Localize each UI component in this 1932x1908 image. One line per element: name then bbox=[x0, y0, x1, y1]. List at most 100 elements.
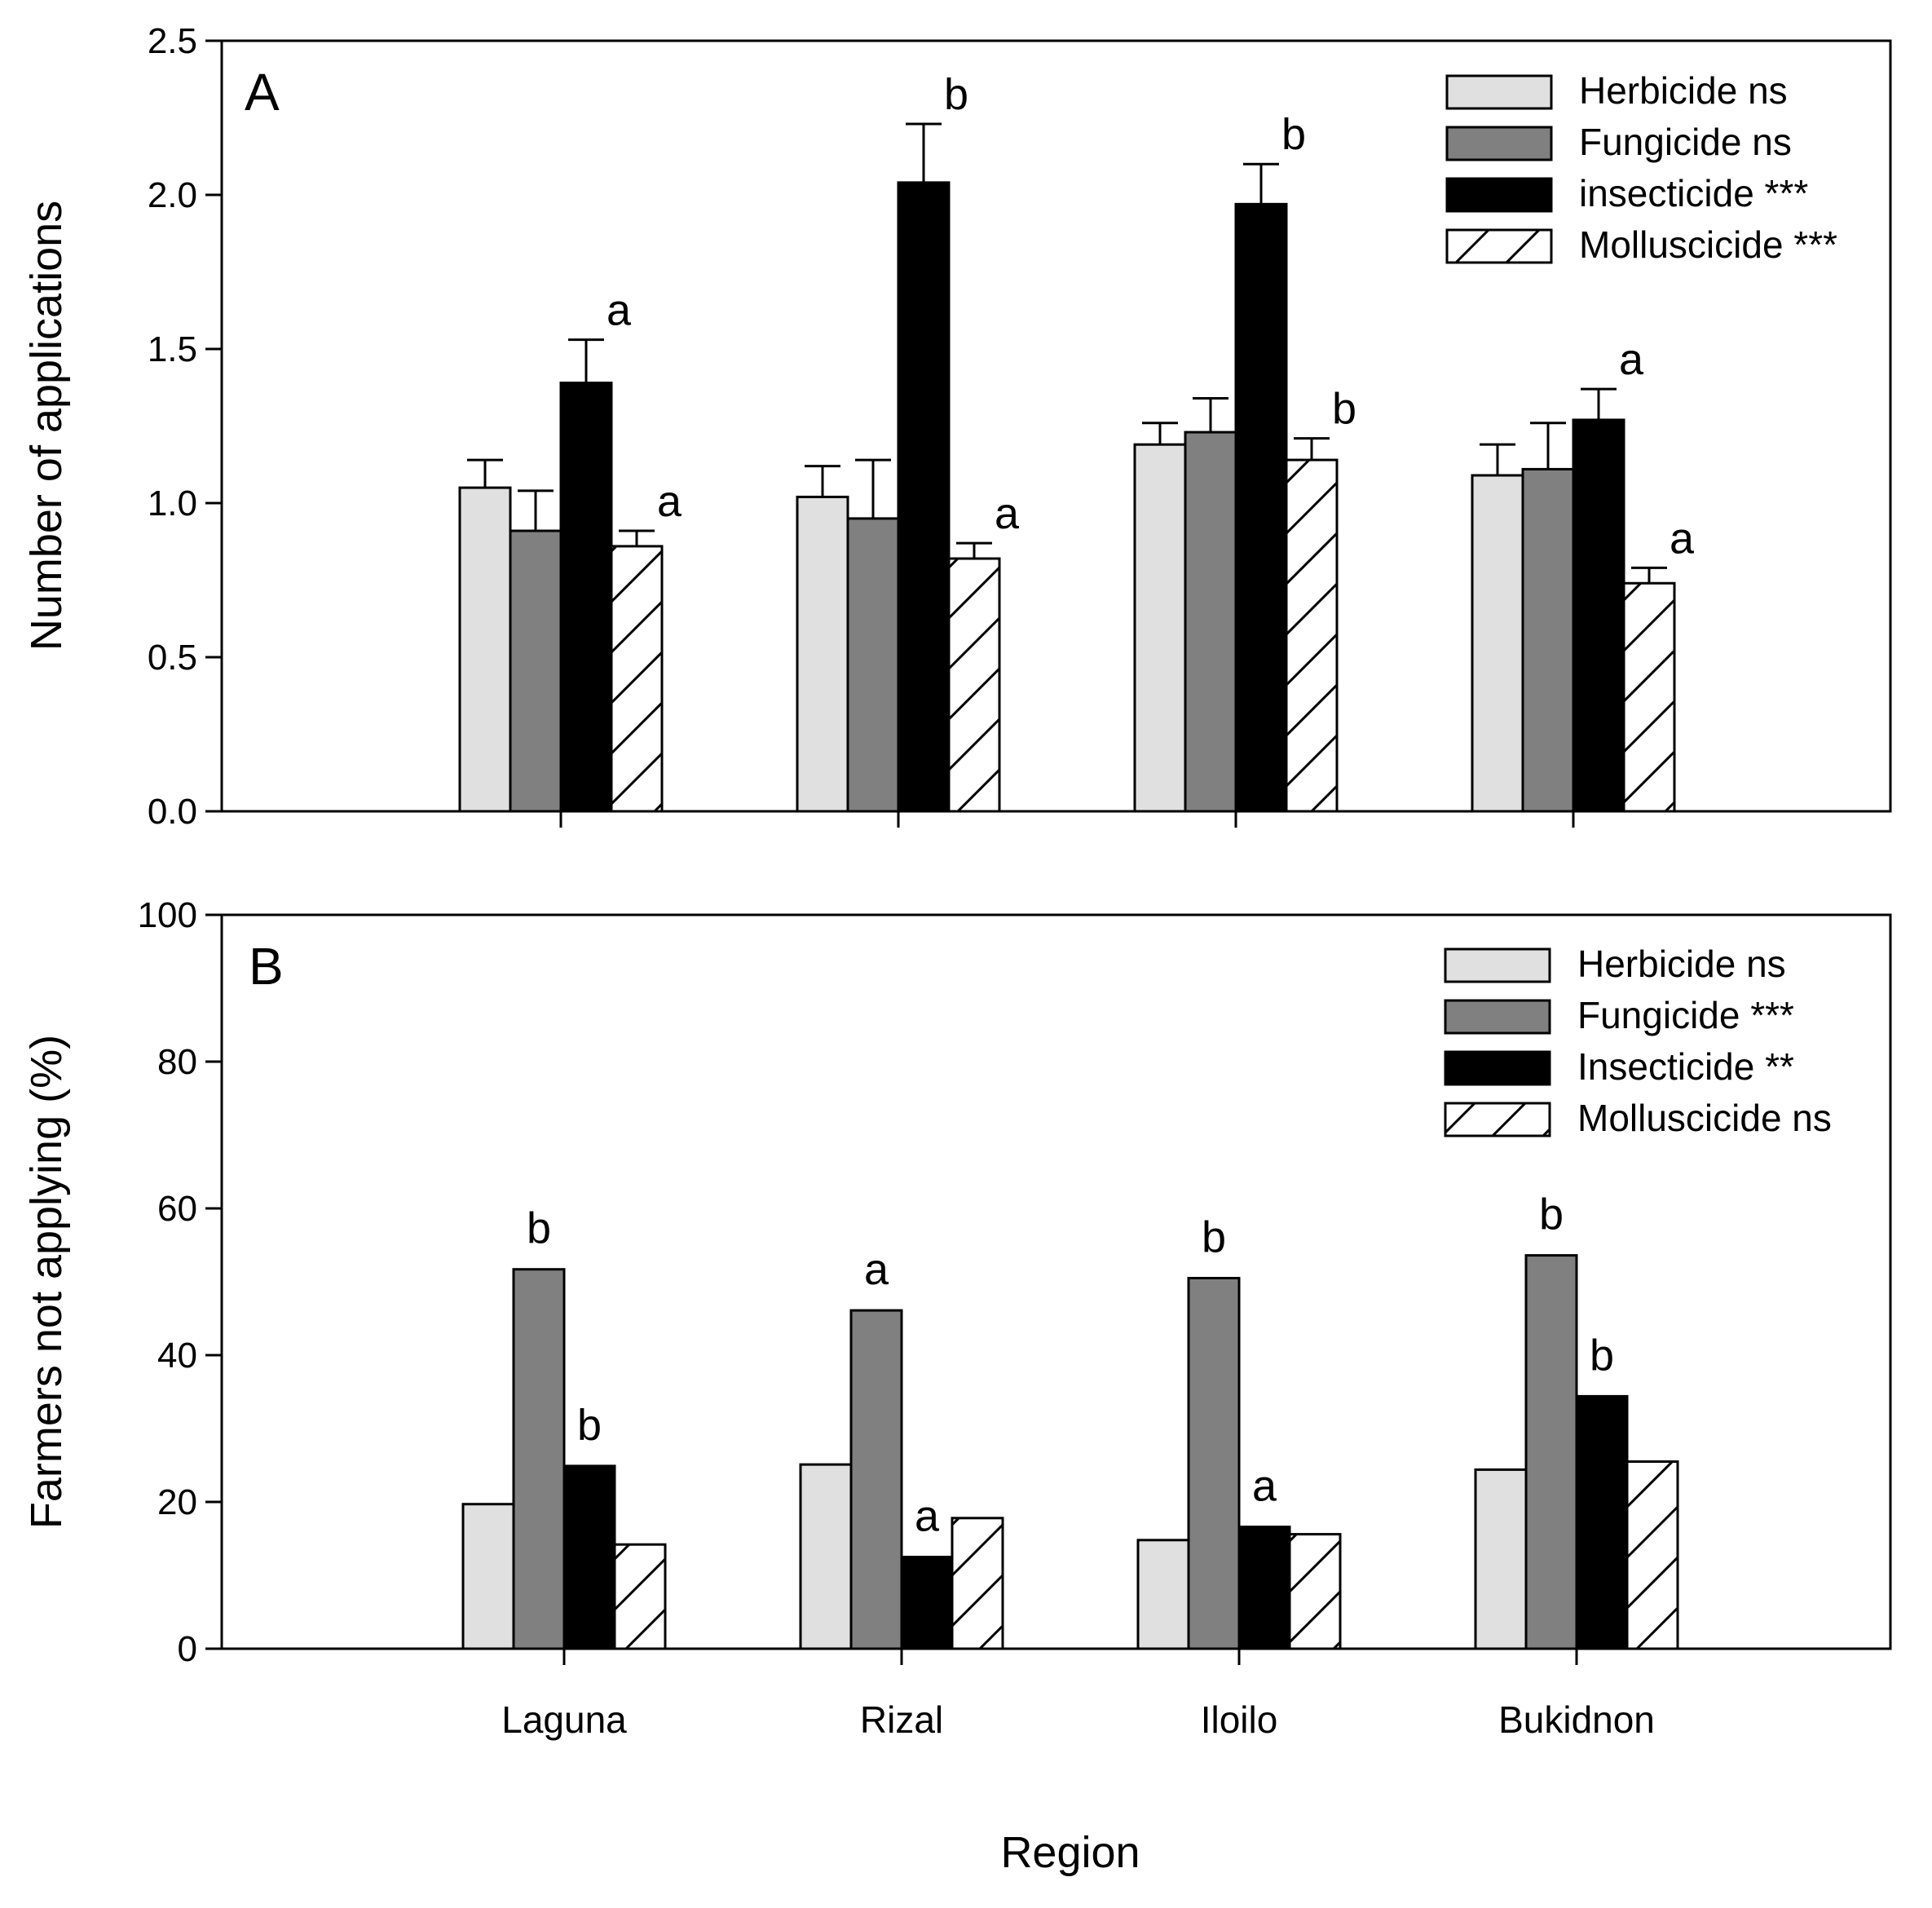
panel-b-significance-letter: b bbox=[1590, 1331, 1614, 1380]
panel-b-bars bbox=[461, 1254, 1679, 1650]
panel-b-legend-label: Fungicide *** bbox=[1577, 994, 1794, 1036]
panel-b-y-tick-label: 20 bbox=[157, 1482, 197, 1522]
panel-a-bar-light-rizal bbox=[796, 495, 849, 813]
panel-a-legend-label: Herbicide ns bbox=[1579, 69, 1788, 112]
panel-a-x-ticks bbox=[559, 811, 1575, 828]
panel-a-bar-light-bukidnon bbox=[1471, 474, 1524, 813]
panel-a-plot-frame bbox=[220, 39, 1892, 813]
panel-a-bar-hatch-bukidnon bbox=[1622, 581, 1676, 813]
panel-a-y-tick-label: 1.5 bbox=[148, 329, 197, 369]
panel-b-significance-letter: b bbox=[1202, 1213, 1226, 1262]
panel-b-bar-hatch-rizal bbox=[951, 1517, 1004, 1650]
panel-b-legend-swatch-light bbox=[1444, 947, 1551, 983]
panel-a-legend: Herbicide ns Fungicide ns insecticide *** M… bbox=[1445, 69, 1837, 266]
panel-b-legend-swatch-gray bbox=[1444, 999, 1551, 1035]
panel-a-legend-label: insecticide *** bbox=[1579, 172, 1808, 214]
panel-a-legend-label: Molluscicide *** bbox=[1579, 223, 1837, 266]
panel-b-significance-letter: a bbox=[1252, 1462, 1277, 1511]
x-axis-title: Region bbox=[1000, 1828, 1140, 1877]
panel-a-y-tick-label: 2.0 bbox=[148, 175, 197, 215]
panel-b-bar-gray-laguna bbox=[512, 1268, 566, 1650]
panel-a-y-tick-label: 0.0 bbox=[148, 792, 197, 832]
panel-b-category-label: Rizal bbox=[860, 1698, 943, 1741]
panel-b-bar-light-iloilo bbox=[1136, 1539, 1190, 1650]
panel-b-significance-letter: b bbox=[1539, 1190, 1564, 1239]
panel-a-error-bars bbox=[467, 122, 1667, 584]
panel-b-significance-letter: b bbox=[577, 1401, 602, 1450]
panel-a-y-tick-label: 2.5 bbox=[148, 21, 197, 61]
panel-b-significance-letter: b bbox=[527, 1204, 551, 1253]
panel-b-y-tick-label: 60 bbox=[157, 1189, 197, 1229]
panel-b-bar-light-laguna bbox=[461, 1503, 515, 1650]
panel-a-bar-black-bukidnon bbox=[1572, 418, 1625, 813]
panel-b-y-axis: 0 20 40 60 80 100 bbox=[138, 895, 222, 1669]
panel-a-significance-letter: a bbox=[607, 286, 632, 335]
panel-a-significance-letter: b bbox=[1332, 385, 1356, 434]
panel-b-significance-letter: a bbox=[864, 1245, 889, 1294]
panel-b-category-label: Bukidnon bbox=[1498, 1698, 1655, 1741]
panel-b-plot-frame bbox=[220, 913, 1892, 1650]
panel-b-y-tick-label: 0 bbox=[178, 1629, 197, 1669]
panel-a-legend-swatch-black bbox=[1445, 177, 1553, 213]
panel-a-bar-black-rizal bbox=[897, 181, 951, 813]
panel-b-y-axis-title: Farmers not applying (%) bbox=[22, 1035, 71, 1529]
panel-a-bar-black-laguna bbox=[559, 382, 613, 813]
panel-b-legend: Herbicide ns Fungicide *** Insecticide ** M… bbox=[1444, 943, 1832, 1139]
panel-b-x-ticks bbox=[562, 1649, 1578, 1665]
panel-b-bar-gray-bukidnon bbox=[1524, 1254, 1578, 1650]
panel-b-category-labels: Laguna Rizal Iloilo Bukidnon bbox=[501, 1698, 1655, 1741]
panel-b-bar-gray-iloilo bbox=[1187, 1277, 1241, 1650]
panel-a-bar-gray-iloilo bbox=[1184, 431, 1237, 813]
panel-b-y-tick-label: 100 bbox=[138, 895, 197, 935]
panel-a-legend-swatch-hatch bbox=[1445, 228, 1553, 264]
panel-b-legend-swatch-hatch bbox=[1444, 1102, 1551, 1137]
panel-b-bar-black-iloilo bbox=[1237, 1526, 1291, 1650]
panel-a-bar-light-laguna bbox=[458, 486, 512, 813]
panel-a-significance-letters: a b b a a a b a bbox=[607, 70, 1695, 563]
panel-b: 0 20 40 60 80 100 b a b b b a a b Herbicide ns Fungic… bbox=[22, 895, 1892, 1741]
panel-a-bar-light-iloilo bbox=[1133, 443, 1187, 813]
panel-a-bars bbox=[458, 181, 1676, 813]
panel-b-bar-black-rizal bbox=[900, 1556, 954, 1650]
panel-a-label: A bbox=[245, 63, 280, 121]
panel-a-legend-swatch-light bbox=[1445, 74, 1553, 110]
panel-a-bar-black-iloilo bbox=[1234, 202, 1288, 813]
panel-a-legend-swatch-gray bbox=[1445, 126, 1553, 161]
panel-a-legend-label: Fungicide ns bbox=[1579, 121, 1792, 163]
panel-b-bar-light-rizal bbox=[799, 1463, 853, 1650]
panel-a-bar-gray-rizal bbox=[846, 517, 900, 813]
panel-b-legend-label: Molluscicide ns bbox=[1577, 1097, 1832, 1139]
panel-b-significance-letter: a bbox=[915, 1492, 940, 1541]
panel-a-y-axis-title: Number of applications bbox=[22, 201, 71, 651]
panel-a-significance-letter: a bbox=[1619, 335, 1644, 384]
panel-b-bar-gray-rizal bbox=[849, 1309, 903, 1650]
panel-b-bar-hatch-bukidnon bbox=[1625, 1460, 1679, 1650]
panel-a-significance-letter: b bbox=[944, 70, 968, 119]
panel-a-bar-gray-bukidnon bbox=[1521, 467, 1575, 813]
panel-b-bar-light-bukidnon bbox=[1474, 1468, 1528, 1650]
panel-b-bar-hatch-iloilo bbox=[1288, 1533, 1342, 1650]
panel-a: 0.0 0.5 1.0 1.5 2.0 2.5 a b b a a a b a Herbicide ns… bbox=[22, 21, 1892, 832]
panel-a-significance-letter: a bbox=[995, 489, 1020, 538]
panel-a-y-axis: 0.0 0.5 1.0 1.5 2.0 2.5 bbox=[148, 21, 222, 832]
panel-a-bar-hatch-iloilo bbox=[1285, 458, 1339, 813]
panel-a-bar-hatch-rizal bbox=[947, 557, 1001, 813]
panel-a-significance-letter: a bbox=[1670, 514, 1695, 563]
panel-b-label: B bbox=[249, 937, 284, 996]
panel-b-legend-label: Herbicide ns bbox=[1577, 943, 1786, 985]
panel-b-bar-hatch-laguna bbox=[613, 1543, 667, 1650]
panel-a-y-tick-label: 1.0 bbox=[148, 484, 197, 523]
panel-b-y-tick-label: 80 bbox=[157, 1042, 197, 1082]
panel-a-bar-hatch-laguna bbox=[610, 545, 664, 813]
panel-a-bar-gray-laguna bbox=[509, 529, 562, 813]
panel-b-legend-swatch-black bbox=[1444, 1050, 1551, 1086]
panel-a-y-tick-label: 0.5 bbox=[148, 638, 197, 678]
panel-b-bar-black-bukidnon bbox=[1575, 1394, 1629, 1650]
panel-a-significance-letter: b bbox=[1281, 110, 1306, 159]
panel-a-significance-letter: a bbox=[657, 477, 682, 526]
panel-b-category-label: Laguna bbox=[501, 1698, 627, 1741]
panel-b-y-tick-label: 40 bbox=[157, 1336, 197, 1376]
panel-b-bar-black-laguna bbox=[562, 1464, 616, 1650]
panel-b-legend-label: Insecticide ** bbox=[1577, 1045, 1794, 1088]
